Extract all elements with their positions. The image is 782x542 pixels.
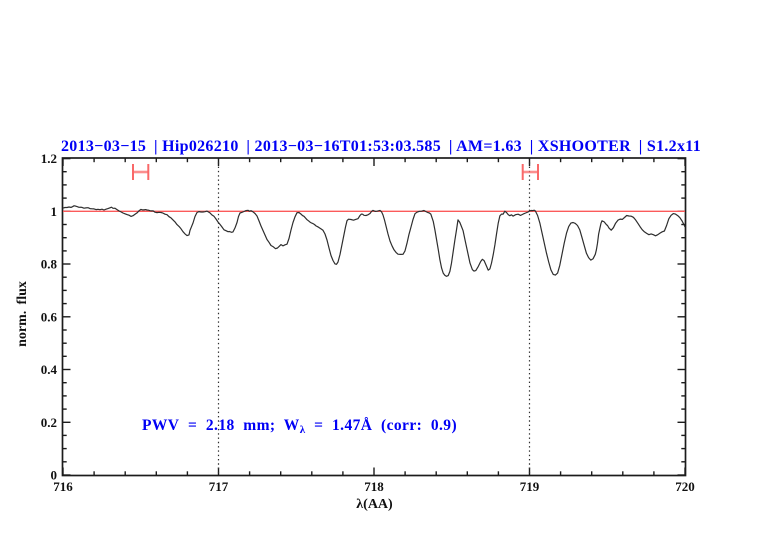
svg-text:718: 718 <box>364 479 384 494</box>
svg-text:λ(AA): λ(AA) <box>356 497 393 512</box>
svg-text:719: 719 <box>520 479 540 494</box>
svg-text:716: 716 <box>53 479 73 494</box>
svg-text:0.6: 0.6 <box>41 309 58 324</box>
svg-text:0.4: 0.4 <box>41 362 58 377</box>
svg-text:PWV = 2.18 mm; Wλ = 1.47: PWV = 2.18 mm; Wλ = 1.47Å (corr: 0.9) <box>142 417 457 436</box>
svg-text:1.2: 1.2 <box>41 151 57 166</box>
svg-text:0.2: 0.2 <box>41 415 57 430</box>
svg-text:0: 0 <box>51 468 58 483</box>
svg-text:norm. flux: norm. flux <box>15 281 30 347</box>
svg-text:720: 720 <box>675 479 695 494</box>
svg-text:2013−03−15 | Hip026210 | 201: 2013−03−15 | Hip026210 | 2013−03−16T01:5… <box>61 138 701 155</box>
svg-text:1: 1 <box>51 204 58 219</box>
svg-text:717: 717 <box>209 479 229 494</box>
svg-text:0.8: 0.8 <box>41 257 58 272</box>
